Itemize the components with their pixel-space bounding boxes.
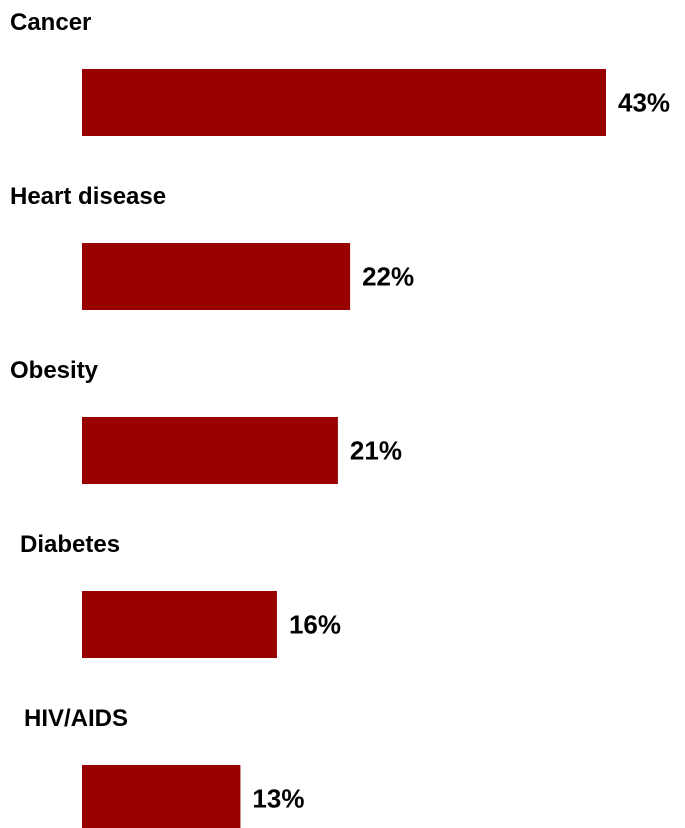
category-label: HIV/AIDS <box>24 705 128 732</box>
bar-row-heart-disease: Heart disease 22% <box>10 183 414 310</box>
bar-row-cancer: Cancer 43% <box>10 9 670 136</box>
bar <box>82 69 606 136</box>
bar <box>82 243 351 310</box>
bar <box>82 417 338 484</box>
value-label: 13% <box>252 784 304 814</box>
bar <box>82 765 241 828</box>
bar-row-diabetes: Diabetes 16% <box>20 531 341 658</box>
category-label: Obesity <box>10 357 99 384</box>
value-label: 16% <box>289 610 341 640</box>
bar <box>82 591 277 658</box>
value-label: 43% <box>618 88 670 118</box>
category-label: Heart disease <box>10 183 166 210</box>
bar-row-hiv-aids: HIV/AIDS 13% <box>24 705 304 828</box>
value-label: 21% <box>350 436 402 466</box>
value-label: 22% <box>362 262 414 292</box>
category-label: Cancer <box>10 9 91 36</box>
bar-row-obesity: Obesity 21% <box>10 357 402 484</box>
category-label: Diabetes <box>20 531 120 558</box>
